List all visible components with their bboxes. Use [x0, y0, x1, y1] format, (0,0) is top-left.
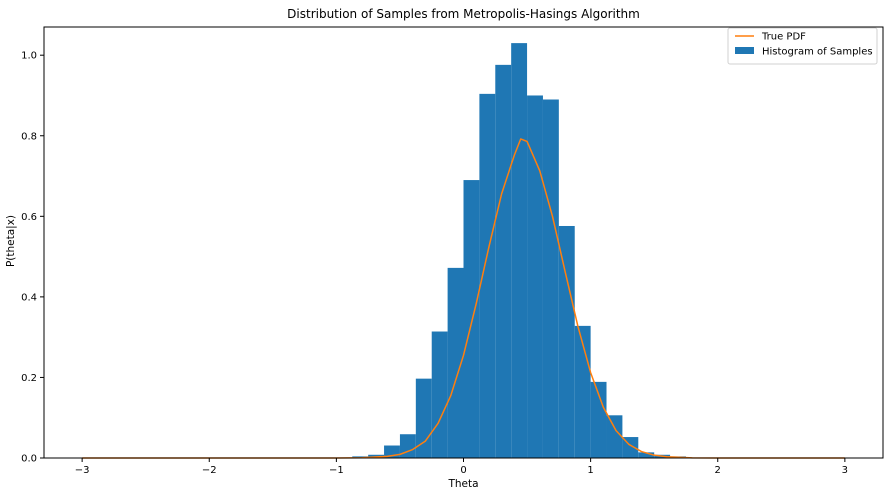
legend-histogram-label: Histogram of Samples: [762, 47, 873, 58]
histogram-bar: [527, 95, 543, 459]
histogram-bar: [542, 99, 559, 458]
x-axis-ticks: −3 −2 −1 0 1 2 3: [75, 458, 848, 476]
x-tick-label: −2: [202, 465, 217, 476]
pdf-line: [82, 138, 845, 459]
pdf-line-layer: [82, 138, 845, 459]
y-tick-label: 0.8: [21, 131, 37, 142]
histogram-bar: [606, 415, 623, 458]
x-tick-label: 2: [715, 465, 721, 476]
x-tick-label: −3: [75, 465, 90, 476]
histogram-bar: [447, 267, 464, 458]
histogram-bar: [495, 64, 512, 458]
legend-box: [727, 27, 878, 65]
histogram-bar: [638, 452, 655, 458]
x-tick-label: 3: [842, 465, 848, 476]
histogram-bar: [399, 434, 416, 458]
y-tick-label: 1.0: [21, 51, 37, 62]
x-tick-label: 1: [587, 465, 593, 476]
y-axis-ticks: 0.0 0.2 0.4 0.6 0.8 1.0: [21, 51, 44, 465]
histogram-bar: [590, 381, 607, 458]
y-axis-label: P(theta|x): [5, 215, 17, 267]
legend: True PDF Histogram of Samples: [727, 27, 878, 65]
y-tick-label: 0.2: [21, 373, 37, 384]
legend-pdf-label: True PDF: [761, 32, 806, 43]
y-tick-label: 0.0: [21, 454, 37, 465]
x-tick-label: 0: [460, 465, 466, 476]
histogram-bars: [352, 43, 686, 459]
x-axis-label: Theta: [447, 478, 478, 490]
histogram-bar: [479, 93, 496, 458]
y-tick-label: 0.6: [21, 212, 37, 223]
x-tick-label: −1: [329, 465, 344, 476]
histogram-bar: [558, 225, 575, 458]
histogram-bar: [431, 331, 448, 458]
y-tick-label: 0.4: [21, 292, 37, 303]
histogram-bar: [511, 43, 528, 458]
chart-title: Distribution of Samples from Metropolis-…: [287, 7, 640, 21]
legend-histogram-swatch: [735, 47, 754, 54]
histogram-bar: [463, 180, 480, 458]
